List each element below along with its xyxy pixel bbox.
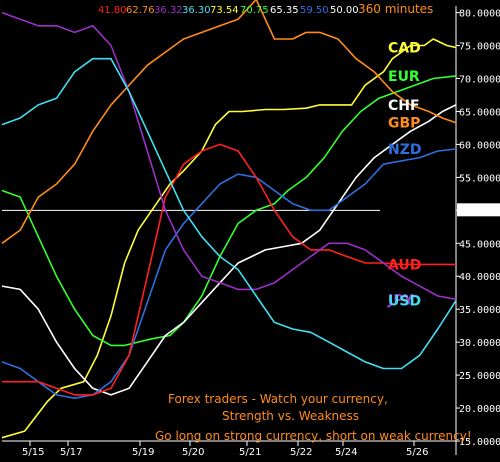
header-value: 62.76 [126, 5, 155, 16]
series-label-chf: CHF [388, 98, 420, 114]
y-tick-label: 55.00000 [459, 173, 500, 184]
series-line-cad [1, 38, 457, 439]
series-line-aud [2, 143, 456, 396]
x-tick-label: 5/24 [335, 447, 357, 458]
header-value: 59.50 [300, 5, 329, 16]
header-value: 36.32 [154, 5, 183, 16]
y-tick-label: 30.00000 [459, 338, 500, 349]
x-tick-label: 5/15 [22, 447, 44, 458]
x-tick-label: 5/17 [60, 447, 82, 458]
y-tick-label: 45.00000 [459, 239, 500, 250]
series-label-eur: EUR [388, 69, 420, 85]
series-line-gbp [1, 0, 457, 244]
y-tick-label: 70.00000 [459, 75, 500, 86]
y-tick-label: 15.00000 [459, 437, 500, 448]
header-value: 50.00 [330, 5, 359, 16]
x-tick-label: 5/21 [239, 447, 261, 458]
header-value: 36.30 [182, 5, 211, 16]
series-label-usd: USD [388, 294, 421, 310]
series-label-nzd: NZD [388, 142, 422, 158]
x-tick-label: 5/20 [182, 447, 204, 458]
annotation-line: Forex traders - Watch your currency, [168, 392, 388, 406]
reference-value-label: 50.00000 [459, 206, 500, 217]
x-tick-label: 5/26 [406, 447, 428, 458]
series-line-usd [1, 57, 457, 370]
series-label-cad: CAD [388, 41, 421, 57]
series-label-aud: AUD [388, 257, 421, 273]
series-line-nzd [1, 148, 457, 400]
y-tick-label: 40.00000 [459, 272, 500, 283]
y-tick-label: 75.00000 [459, 42, 500, 53]
series-label-gbp: GBP [388, 116, 420, 132]
header-value: 73.54 [210, 5, 239, 16]
y-tick-label: 80.00000 [459, 9, 500, 20]
chart-title: 360 minutes [358, 2, 433, 16]
header-value: 65.35 [270, 5, 299, 16]
y-tick-label: 65.00000 [459, 107, 500, 118]
x-tick-label: 5/22 [290, 447, 312, 458]
x-tick-label: 5/19 [132, 447, 154, 458]
annotation-line: Strength vs. Weakness [222, 409, 359, 423]
y-tick-label: 60.00000 [459, 140, 500, 151]
series-line-chf [1, 104, 457, 396]
header-value: 70.75 [240, 5, 269, 16]
series-label-jpy: JPY [387, 292, 414, 308]
series-line-jpy [1, 11, 457, 301]
y-tick-label: 35.00000 [459, 305, 500, 316]
header-value: 41.80 [98, 5, 127, 16]
annotation-line: Go long on strong currency, short on wea… [155, 429, 472, 443]
reference-value-box [457, 203, 500, 217]
y-tick-label: 25.00000 [459, 371, 500, 382]
y-tick-label: 20.00000 [459, 404, 500, 415]
